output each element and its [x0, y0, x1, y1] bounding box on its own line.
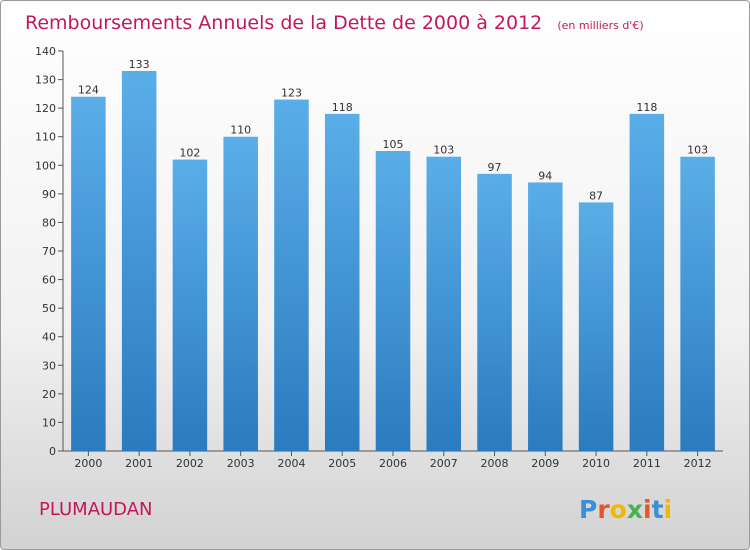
bar-2004: [274, 99, 309, 452]
x-tick-label: 2004: [277, 457, 305, 470]
bar-2008: [477, 173, 512, 451]
x-tick-label: 2002: [176, 457, 204, 470]
x-tick-label: 2003: [227, 457, 255, 470]
chart-title-main: Remboursements Annuels de la Dette de 20…: [25, 12, 542, 34]
brand-letter-i-letter: i: [664, 495, 673, 524]
y-tick-label: 40: [42, 331, 56, 344]
data-label-2000: 124: [78, 84, 99, 97]
y-tick-label: 30: [42, 359, 56, 372]
bar-2001: [121, 71, 157, 451]
y-tick-label: 120: [35, 102, 56, 115]
y-tick-label: 140: [35, 45, 56, 58]
bar-2011: [629, 113, 665, 451]
y-tick-label: 50: [42, 302, 56, 315]
data-label-2001: 133: [129, 58, 150, 71]
bar-2003: [223, 136, 258, 451]
data-label-2007: 103: [433, 144, 454, 157]
data-labels: 124 133 102 110 123 118 105 103 97 94 87 118 103: [78, 58, 708, 202]
y-tick-label: 110: [35, 131, 56, 144]
x-tick-label: 2010: [582, 457, 610, 470]
bar-2012: [680, 156, 715, 451]
data-label-2009: 94: [538, 169, 552, 182]
bar-2010: [578, 202, 614, 451]
data-label-2011: 118: [636, 101, 657, 114]
brand-letter-i-letter: i: [643, 495, 652, 524]
brand-letter-o-letter: o: [610, 495, 627, 524]
brand-letter-x-letter: x: [627, 495, 643, 524]
data-label-2005: 118: [332, 101, 353, 114]
commune-name: PLUMAUDAN: [39, 499, 153, 520]
x-tick-label: 2006: [379, 457, 407, 470]
y-tick-label: 80: [42, 216, 56, 229]
x-tick-label: 2000: [74, 457, 102, 470]
bars: [71, 71, 715, 452]
x-tick-label: 2009: [531, 457, 559, 470]
bar-2000: [71, 96, 106, 451]
bar-2002: [172, 159, 208, 452]
bar-2005: [324, 113, 360, 451]
data-label-2004: 123: [281, 87, 302, 100]
data-label-2006: 105: [383, 138, 404, 151]
data-label-2003: 110: [230, 124, 251, 137]
bar-2007: [426, 156, 462, 451]
y-tick-label: 100: [35, 159, 56, 172]
x-tick-label: 2008: [481, 457, 509, 470]
x-tick-label: 2001: [125, 457, 153, 470]
chart-title-unit: (en milliers d'€): [557, 19, 643, 32]
x-tick-label: 2011: [633, 457, 661, 470]
y-tick-label: 0: [49, 445, 56, 458]
y-tick-label: 20: [42, 388, 56, 401]
x-tick-label: 2007: [430, 457, 458, 470]
y-tick-label: 60: [42, 274, 56, 287]
x-axis: 2000 2001 2002 2003 2004 2005 2006 2007 2008 2009…: [63, 450, 723, 470]
data-label-2002: 102: [179, 147, 200, 160]
bar-2009: [528, 182, 563, 451]
data-label-2010: 87: [589, 189, 603, 202]
x-tick-label: 2005: [328, 457, 356, 470]
data-label-2008: 97: [488, 161, 502, 174]
brand-logo: Proxiti: [579, 495, 672, 524]
x-tick-label: 2012: [684, 457, 712, 470]
y-axis: 0 10 20 30 40 50 60 70 80 90 100 110 120 130 140: [35, 45, 64, 458]
y-tick-label: 130: [35, 74, 56, 87]
brand-letter-r-letter: r: [597, 495, 610, 524]
data-label-2012: 103: [687, 144, 708, 157]
y-tick-label: 70: [42, 245, 56, 258]
y-tick-label: 10: [42, 416, 56, 429]
brand-letter-P-letter: P: [579, 495, 597, 524]
bar-2006: [375, 151, 411, 451]
brand-letter-t-letter: t: [652, 495, 664, 524]
chart-title: Remboursements Annuels de la Dette de 20…: [25, 12, 644, 34]
y-tick-label: 90: [42, 188, 56, 201]
